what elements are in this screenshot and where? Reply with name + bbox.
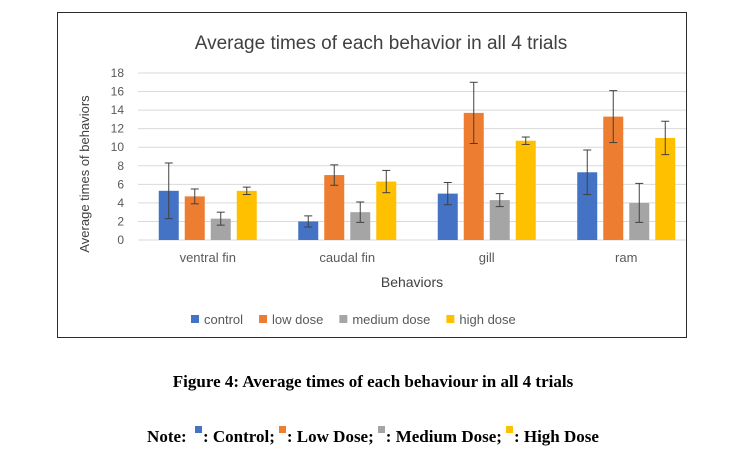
bar-control-caudal-fin	[298, 221, 319, 240]
bar-high-dose-caudal-fin	[376, 181, 397, 240]
figure-caption: Figure 4: Average times of each behaviou…	[172, 372, 574, 391]
y-tick-label: 12	[111, 122, 125, 136]
note-label: Note:	[147, 427, 187, 446]
y-axis-label: Average times of behaviors	[77, 95, 92, 253]
bar-low-dose-ventral-fin	[184, 196, 205, 240]
bar-medium-dose-gill	[489, 200, 510, 240]
note-item-text: : Control;	[202, 427, 275, 446]
legend: control low dose medium dose high dose	[191, 312, 516, 327]
y-tick-label: 10	[111, 140, 125, 154]
y-tick-label: 0	[117, 233, 124, 247]
chart-frame: Average times of each behavior in all 4 …	[57, 12, 687, 338]
gridlines	[138, 72, 686, 241]
bar-low-dose-gill	[463, 112, 484, 240]
legend-swatch-control	[191, 315, 199, 323]
bar-high-dose-ram	[655, 137, 676, 240]
legend-swatch-medium-dose	[339, 315, 348, 323]
bar-control-gill	[437, 193, 458, 240]
y-tick-label: 6	[117, 177, 124, 191]
note-swatch	[377, 426, 385, 433]
note-line: Note: : Control; : Low Dose; : Medium Dose…	[0, 426, 746, 447]
note-item-text: : Low Dose;	[286, 427, 374, 446]
y-axis-ticks: 0 2 4 6 8 10 12 14 16 18	[111, 66, 125, 247]
note-items: : Control; : Low Dose; : Medium Dose; : Hig…	[191, 426, 599, 446]
y-tick-label: 8	[117, 159, 124, 173]
legend-swatch-high-dose	[446, 315, 455, 323]
bar-high-dose-ventral-fin	[236, 190, 257, 240]
bar-low-dose-ram	[603, 116, 624, 240]
y-tick-label: 2	[117, 214, 124, 228]
legend-swatch-low-dose	[259, 315, 268, 323]
bar-low-dose-caudal-fin	[324, 175, 345, 240]
bar-control-ram	[577, 172, 598, 240]
x-tick-label: gill	[479, 250, 495, 265]
bar-high-dose-gill	[515, 140, 536, 240]
x-tick-label: caudal fin	[319, 250, 375, 265]
legend-label-medium-dose: medium dose	[352, 312, 430, 327]
legend-label-control: control	[204, 312, 243, 327]
note-swatch	[505, 426, 513, 433]
y-tick-label: 16	[111, 85, 125, 99]
x-tick-label: ram	[615, 250, 637, 265]
note-item-text: : High Dose	[513, 427, 599, 446]
legend-label-low-dose: low dose	[272, 312, 323, 327]
bar-medium-dose-caudal-fin	[350, 212, 371, 240]
note-swatch	[194, 426, 202, 433]
y-tick-label: 18	[111, 66, 125, 80]
note-swatch	[278, 426, 286, 433]
x-axis-label: Behaviors	[381, 274, 443, 290]
bar-medium-dose-ventral-fin	[210, 218, 231, 240]
bar-chart: Average times of each behavior in all 4 …	[77, 33, 686, 327]
bars	[158, 112, 676, 240]
error-bars	[164, 81, 670, 228]
x-axis-ticks: ventral fin caudal fin gill ram	[180, 250, 638, 265]
y-tick-label: 14	[111, 103, 125, 117]
note-item-text: : Medium Dose;	[385, 427, 502, 446]
legend-label-high-dose: high dose	[459, 312, 515, 327]
x-tick-label: ventral fin	[180, 250, 236, 265]
chart-title: Average times of each behavior in all 4 …	[195, 33, 567, 54]
y-tick-label: 4	[117, 196, 124, 210]
